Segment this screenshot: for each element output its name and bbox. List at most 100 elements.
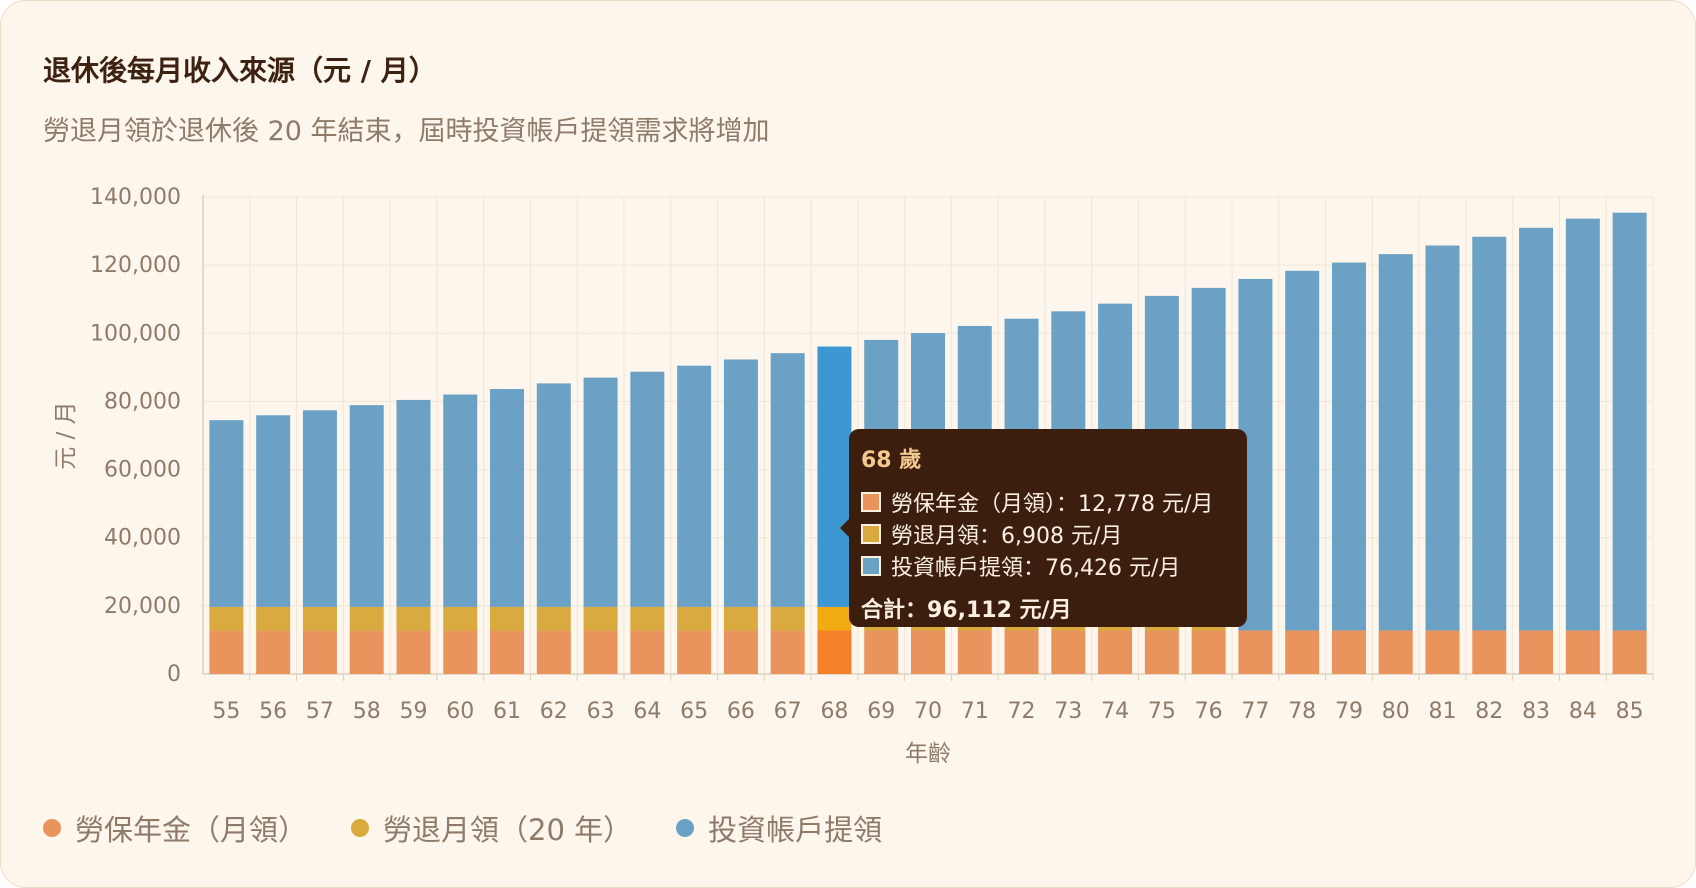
bar-investment-63[interactable] <box>583 377 618 607</box>
bar-investment-68[interactable] <box>817 346 852 607</box>
bar-pension-82[interactable] <box>1472 630 1507 674</box>
bar-pension-62[interactable] <box>536 630 571 674</box>
y-tick-label: 100,000 <box>90 321 181 346</box>
bar-pension-61[interactable] <box>490 630 525 674</box>
tooltip-row-pension: 勞保年金（月領）：12,778 元/月 <box>861 486 1235 518</box>
bar-labor-retirement-66[interactable] <box>723 606 758 631</box>
bar-investment-61[interactable] <box>490 389 525 607</box>
bar-investment-85[interactable] <box>1612 212 1647 631</box>
bar-labor-retirement-58[interactable] <box>349 606 384 631</box>
bar-investment-58[interactable] <box>349 405 384 607</box>
x-tick-label: 77 <box>1241 699 1269 724</box>
bar-investment-65[interactable] <box>677 365 712 607</box>
bar-pension-69[interactable] <box>864 630 899 674</box>
bar-labor-retirement-55[interactable] <box>209 606 244 631</box>
bar-investment-79[interactable] <box>1331 262 1366 631</box>
bar-pension-64[interactable] <box>630 630 665 674</box>
bar-investment-57[interactable] <box>302 410 337 607</box>
bar-labor-retirement-62[interactable] <box>536 606 571 631</box>
bar-pension-84[interactable] <box>1565 630 1600 674</box>
tooltip-label-labor-retirement: 勞退月領：6,908 元/月 <box>891 524 1123 549</box>
bar-labor-retirement-60[interactable] <box>443 606 478 631</box>
x-tick-label: 82 <box>1475 699 1503 724</box>
x-tick-label: 61 <box>493 699 521 724</box>
bar-pension-80[interactable] <box>1378 630 1413 674</box>
bar-investment-59[interactable] <box>396 399 431 607</box>
legend-label-labor-retirement: 勞退月領（20 年） <box>383 813 633 847</box>
x-tick-label: 66 <box>727 699 755 724</box>
bar-investment-64[interactable] <box>630 371 665 607</box>
x-tick-label: 75 <box>1148 699 1176 724</box>
bar-labor-retirement-68[interactable] <box>817 606 852 631</box>
x-axis-title: 年齡 <box>905 741 951 767</box>
bar-pension-67[interactable] <box>770 630 805 674</box>
x-tick-label: 56 <box>259 699 287 724</box>
x-tick-label: 85 <box>1616 699 1644 724</box>
bar-investment-80[interactable] <box>1378 254 1413 631</box>
bar-pension-85[interactable] <box>1612 630 1647 674</box>
bar-pension-57[interactable] <box>302 630 337 674</box>
chart-title: 退休後每月收入來源（元 / 月） <box>43 54 437 87</box>
bar-pension-81[interactable] <box>1425 630 1460 674</box>
bar-investment-67[interactable] <box>770 353 805 607</box>
x-tick-label: 57 <box>306 699 334 724</box>
bar-pension-66[interactable] <box>723 630 758 674</box>
chart-legend: 勞保年金（月領） 勞退月領（20 年） 投資帳戶提領 <box>43 807 926 849</box>
bar-pension-77[interactable] <box>1238 630 1273 674</box>
bar-pension-75[interactable] <box>1144 630 1179 674</box>
legend-item-labor-retirement[interactable]: 勞退月領（20 年） <box>351 807 632 849</box>
bar-investment-78[interactable] <box>1285 270 1320 631</box>
x-tick-label: 63 <box>587 699 615 724</box>
x-tick-label: 60 <box>446 699 474 724</box>
bar-pension-79[interactable] <box>1331 630 1366 674</box>
bar-labor-retirement-65[interactable] <box>677 606 712 631</box>
bar-pension-59[interactable] <box>396 630 431 674</box>
bar-pension-68[interactable] <box>817 630 852 674</box>
bar-pension-73[interactable] <box>1051 630 1086 674</box>
bar-pension-78[interactable] <box>1285 630 1320 674</box>
x-tick-label: 72 <box>1008 699 1036 724</box>
bar-pension-71[interactable] <box>957 630 992 674</box>
bar-investment-55[interactable] <box>209 420 244 607</box>
tooltip-title: 68 歲 <box>861 448 922 473</box>
bar-investment-84[interactable] <box>1565 218 1600 631</box>
bar-labor-retirement-63[interactable] <box>583 606 618 631</box>
x-tick-label: 79 <box>1335 699 1363 724</box>
bar-pension-74[interactable] <box>1098 630 1133 674</box>
x-tick-label: 67 <box>774 699 802 724</box>
bar-pension-83[interactable] <box>1519 630 1554 674</box>
bar-labor-retirement-67[interactable] <box>770 606 805 631</box>
x-tick-label: 74 <box>1101 699 1129 724</box>
bar-pension-55[interactable] <box>209 630 244 674</box>
bar-investment-60[interactable] <box>443 394 478 607</box>
bar-labor-retirement-64[interactable] <box>630 606 665 631</box>
bar-investment-83[interactable] <box>1519 227 1554 631</box>
tooltip-label-investment: 投資帳戶提領：76,426 元/月 <box>891 556 1181 581</box>
x-tick-label: 59 <box>399 699 427 724</box>
bar-investment-62[interactable] <box>536 383 571 607</box>
legend-item-investment[interactable]: 投資帳戶提領 <box>676 807 882 849</box>
y-tick-label: 60,000 <box>104 458 181 483</box>
bar-pension-65[interactable] <box>677 630 712 674</box>
bar-labor-retirement-56[interactable] <box>256 606 291 631</box>
bar-labor-retirement-57[interactable] <box>302 606 337 631</box>
y-tick-label: 0 <box>167 662 181 687</box>
x-tick-label: 73 <box>1054 699 1082 724</box>
bar-investment-56[interactable] <box>256 415 291 607</box>
bar-investment-81[interactable] <box>1425 245 1460 631</box>
bar-pension-72[interactable] <box>1004 630 1039 674</box>
bar-labor-retirement-61[interactable] <box>490 606 525 631</box>
tooltip-row-labor-retirement: 勞退月領：6,908 元/月 <box>861 518 1235 550</box>
bar-pension-58[interactable] <box>349 630 384 674</box>
bar-investment-66[interactable] <box>723 359 758 607</box>
bar-pension-60[interactable] <box>443 630 478 674</box>
bar-pension-76[interactable] <box>1191 630 1226 674</box>
bar-investment-82[interactable] <box>1472 236 1507 631</box>
legend-item-pension[interactable]: 勞保年金（月領） <box>43 807 307 849</box>
bar-pension-70[interactable] <box>911 630 945 674</box>
bar-pension-56[interactable] <box>256 630 291 674</box>
bar-labor-retirement-59[interactable] <box>396 606 431 631</box>
y-tick-label: 140,000 <box>90 185 181 210</box>
bar-pension-63[interactable] <box>583 630 618 674</box>
